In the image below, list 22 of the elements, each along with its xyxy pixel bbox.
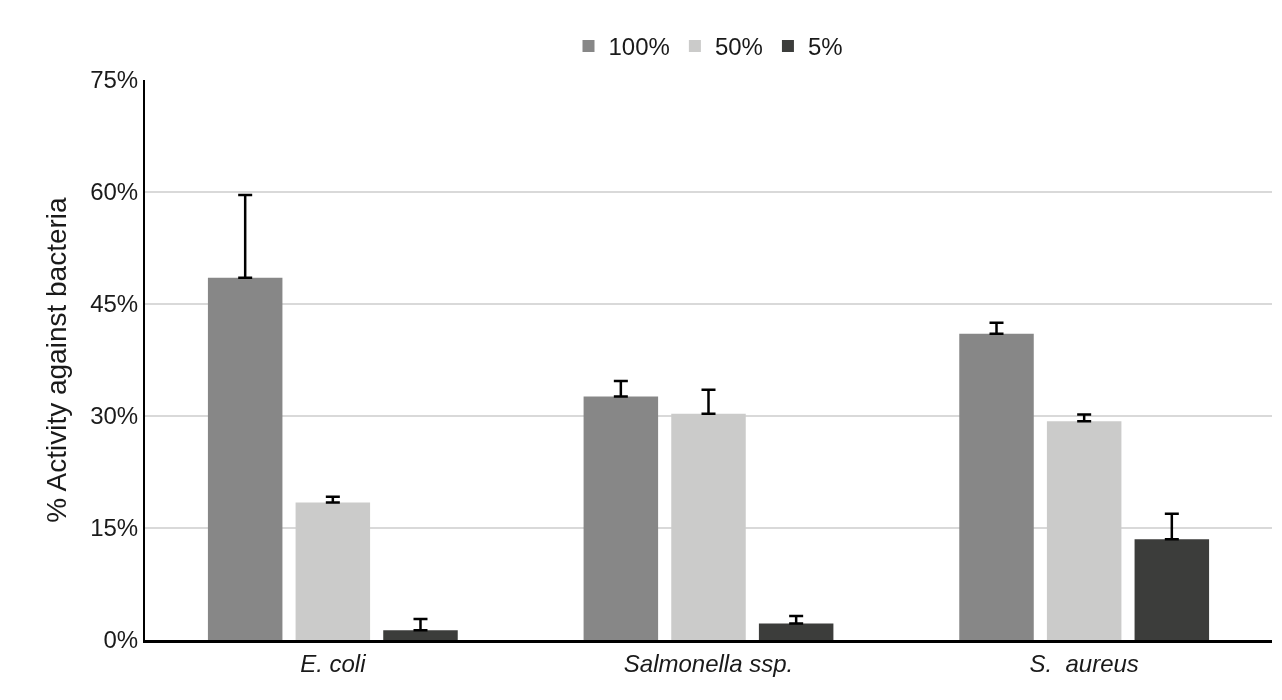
bar <box>959 333 1034 640</box>
y-tick-label: 15% <box>90 514 139 542</box>
x-tick-label: E. coli <box>300 649 367 677</box>
legend-label: 100% <box>608 33 670 61</box>
legend-label: 50% <box>714 33 763 61</box>
y-tick-label: 45% <box>90 290 139 318</box>
bar <box>207 277 283 640</box>
y-tick-label: 60% <box>90 178 139 206</box>
bar <box>383 630 458 640</box>
bar <box>583 396 659 640</box>
legend-label: 5% <box>807 33 843 61</box>
bar <box>758 623 834 640</box>
y-axis-title: % Activity against bacteria <box>41 196 73 523</box>
bar <box>295 502 371 640</box>
bar <box>671 413 746 640</box>
y-tick-label: 75% <box>90 66 139 94</box>
bar <box>1046 421 1122 640</box>
x-tick-label: S. aureus <box>1029 649 1139 677</box>
y-tick-label: 0% <box>103 626 139 654</box>
x-tick-label: Salmonella ssp. <box>623 649 794 677</box>
y-tick-label: 30% <box>90 402 139 430</box>
bar <box>1134 539 1210 640</box>
